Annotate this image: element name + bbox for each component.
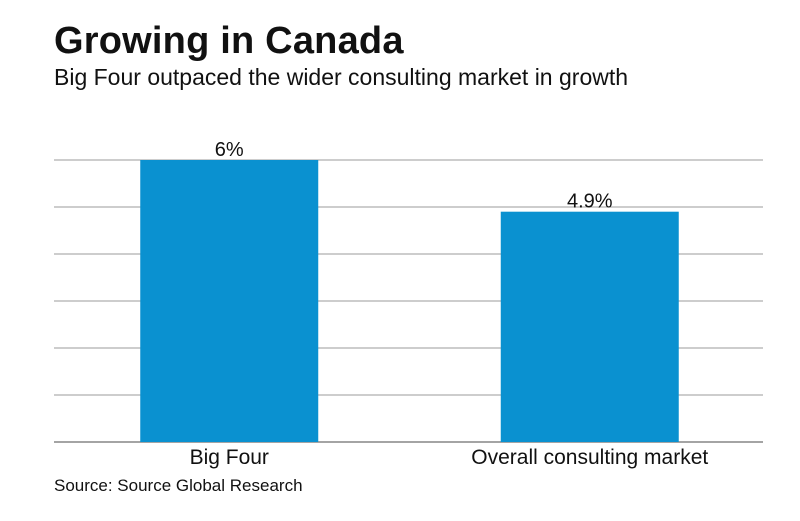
chart-title: Growing in Canada (54, 20, 404, 62)
data-label: 4.9% (567, 191, 613, 213)
category-label: Overall consulting market (471, 446, 708, 469)
data-labels: 6% 4.9% (215, 139, 613, 213)
category-labels: Big Four Overall consulting market (190, 446, 709, 469)
bar-overall-consulting-market (500, 211, 679, 442)
chart-subtitle: Big Four outpaced the wider consulting m… (54, 64, 629, 90)
source-note: Source: Source Global Research (54, 476, 303, 495)
bars (140, 160, 679, 442)
category-label: Big Four (190, 446, 269, 469)
bar-big-four (140, 160, 319, 442)
data-label: 6% (215, 139, 244, 161)
